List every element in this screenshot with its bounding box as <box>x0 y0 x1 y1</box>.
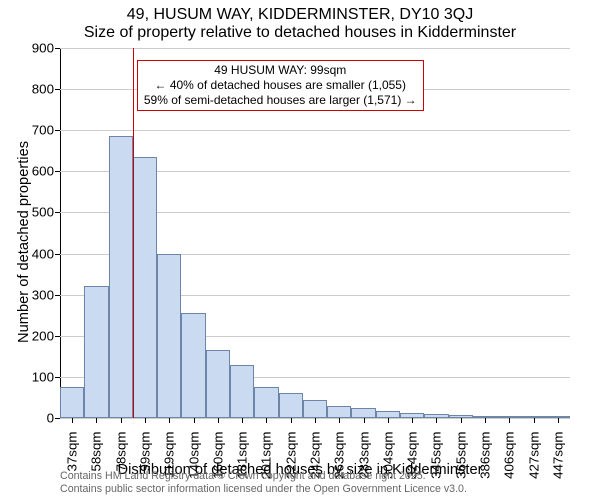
y-tick-mark <box>55 48 60 49</box>
y-tick-label: 900 <box>32 41 54 56</box>
x-tick-mark <box>388 418 389 423</box>
gridline <box>60 48 570 49</box>
y-tick-label: 500 <box>32 205 54 220</box>
histogram-bar <box>109 136 133 418</box>
x-tick-mark <box>315 418 316 423</box>
x-tick-mark <box>72 418 73 423</box>
y-tick-label: 400 <box>32 246 54 261</box>
x-tick-mark <box>96 418 97 423</box>
x-tick-mark <box>291 418 292 423</box>
histogram-bar <box>303 400 327 419</box>
histogram-bar <box>206 350 230 418</box>
y-tick-mark <box>55 130 60 131</box>
histogram-bar <box>279 393 303 418</box>
attribution-line1: Contains HM Land Registry data © Crown c… <box>60 470 467 483</box>
x-tick-mark <box>534 418 535 423</box>
histogram-bar <box>254 387 278 418</box>
y-tick-label: 100 <box>32 369 54 384</box>
reference-line <box>133 48 134 418</box>
x-tick-mark <box>121 418 122 423</box>
y-tick-label: 300 <box>32 287 54 302</box>
attribution-text: Contains HM Land Registry data © Crown c… <box>60 470 467 496</box>
y-tick-label: 0 <box>47 411 54 426</box>
attribution-line2: Contains public sector information licen… <box>60 483 467 496</box>
x-tick-mark <box>509 418 510 423</box>
y-tick-mark <box>55 295 60 296</box>
plot-area: 010020030040050060070080090037sqm58sqm78… <box>60 48 570 418</box>
y-tick-mark <box>55 254 60 255</box>
y-axis-title: Number of detached properties <box>16 141 32 343</box>
y-tick-mark <box>55 89 60 90</box>
y-axis-line <box>60 48 61 418</box>
annotation-line1: 49 HUSUM WAY: 99sqm <box>144 63 417 78</box>
annotation-box: 49 HUSUM WAY: 99sqm← 40% of detached hou… <box>137 60 424 111</box>
histogram-bar <box>181 313 205 418</box>
histogram-bar <box>157 254 181 418</box>
annotation-line3: 59% of semi-detached houses are larger (… <box>144 93 417 108</box>
x-tick-mark <box>169 418 170 423</box>
y-tick-mark <box>55 377 60 378</box>
x-tick-mark <box>242 418 243 423</box>
x-tick-mark <box>339 418 340 423</box>
x-tick-mark <box>436 418 437 423</box>
annotation-line2: ← 40% of detached houses are smaller (1,… <box>144 78 417 93</box>
y-tick-mark <box>55 212 60 213</box>
x-tick-mark <box>461 418 462 423</box>
histogram-bar <box>376 411 400 418</box>
chart-title-line1: 49, HUSUM WAY, KIDDERMINSTER, DY10 3QJ <box>0 6 600 24</box>
x-tick-mark <box>218 418 219 423</box>
x-tick-mark <box>558 418 559 423</box>
y-tick-label: 700 <box>32 123 54 138</box>
x-tick-mark <box>266 418 267 423</box>
histogram-bar <box>351 408 375 418</box>
x-tick-mark <box>145 418 146 423</box>
y-tick-mark <box>55 171 60 172</box>
y-tick-label: 800 <box>32 82 54 97</box>
histogram-bar <box>60 387 84 418</box>
x-tick-mark <box>194 418 195 423</box>
x-tick-mark <box>412 418 413 423</box>
x-tick-mark <box>364 418 365 423</box>
histogram-bar <box>230 365 254 418</box>
y-tick-label: 200 <box>32 328 54 343</box>
y-tick-mark <box>55 336 60 337</box>
histogram-bar <box>327 406 351 418</box>
x-tick-mark <box>485 418 486 423</box>
chart-container: 49, HUSUM WAY, KIDDERMINSTER, DY10 3QJ S… <box>0 0 600 500</box>
histogram-bar <box>84 286 108 418</box>
chart-title-line2: Size of property relative to detached ho… <box>0 24 600 42</box>
histogram-bar <box>133 157 157 418</box>
y-tick-mark <box>55 418 60 419</box>
y-tick-label: 600 <box>32 164 54 179</box>
gridline <box>60 130 570 131</box>
